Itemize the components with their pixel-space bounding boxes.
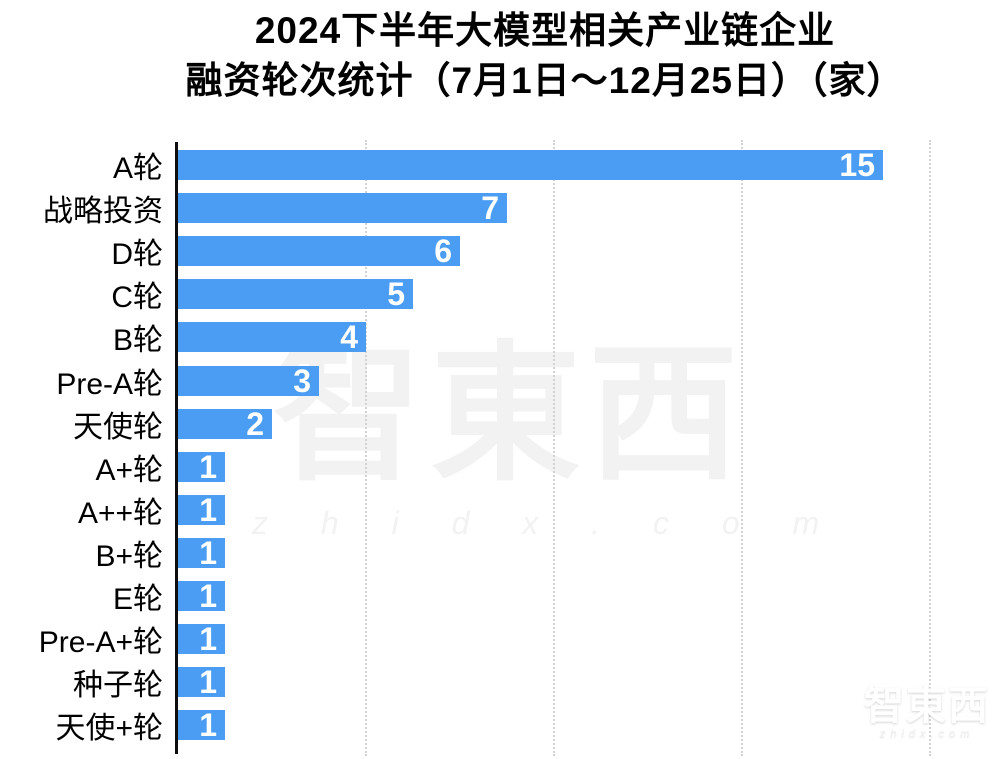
- bar: 1: [178, 621, 225, 657]
- bar: 1: [178, 707, 225, 743]
- bar-value-label: 3: [293, 363, 311, 399]
- bar: 6: [178, 233, 460, 269]
- bar-value-label: 1: [199, 578, 217, 614]
- watermark-logo-text: 智東西: [272, 330, 747, 498]
- gridline-x-4: [365, 140, 367, 756]
- bar: 3: [178, 363, 319, 399]
- gridline-x-8: [553, 140, 555, 756]
- bar: 5: [178, 276, 413, 312]
- bar: 2: [178, 406, 272, 442]
- category-label: E轮: [112, 583, 163, 616]
- bar-value-label: 1: [199, 492, 217, 528]
- bar: 1: [178, 578, 225, 614]
- gridline-x-16: [929, 140, 931, 756]
- bar: 1: [178, 535, 225, 571]
- chart-title-line1: 2024下半年大模型相关产业链企业: [254, 10, 836, 51]
- bar-value-label: 1: [199, 707, 217, 743]
- bar-value-label: 6: [434, 233, 452, 269]
- category-label: D轮: [111, 238, 163, 271]
- category-label: Pre-A轮: [56, 368, 163, 401]
- bar: 4: [178, 319, 366, 355]
- bar-value-label: 1: [199, 664, 217, 700]
- bar: 1: [178, 664, 225, 700]
- bar-value-label: 1: [199, 535, 217, 571]
- chart-title: 2024下半年大模型相关产业链企业 融资轮次统计（7月1日～12月25日）（家）: [90, 6, 1000, 106]
- bar: 1: [178, 492, 225, 528]
- category-label: A轮: [112, 152, 163, 185]
- category-label: A+轮: [95, 454, 163, 487]
- bar-value-label: 2: [246, 406, 264, 442]
- bar-value-label: 4: [340, 319, 358, 355]
- watermark-corner: 智東西 zhidx.com: [852, 684, 1000, 740]
- category-label: A++轮: [77, 497, 163, 530]
- bar-value-label: 15: [839, 147, 875, 183]
- category-label: B轮: [112, 324, 163, 357]
- category-label: 种子轮: [73, 669, 163, 702]
- watermark-corner-logo: 智東西: [864, 684, 990, 728]
- category-label: 战略投资: [43, 195, 163, 228]
- watermark-center: 智東西 z h i d x . c o m: [252, 328, 842, 542]
- bar-value-label: 5: [387, 276, 405, 312]
- watermark-corner-url: zhidx.com: [879, 728, 975, 740]
- y-axis-line: [175, 142, 178, 754]
- category-label: 天使+轮: [55, 712, 163, 745]
- bar-value-label: 1: [199, 449, 217, 485]
- watermark-url-text: z h i d x . c o m: [252, 504, 842, 541]
- chart-title-line2: 融资轮次统计（7月1日～12月25日）（家）: [185, 60, 905, 101]
- category-label: 天使轮: [73, 411, 163, 444]
- bar-value-label: 1: [199, 621, 217, 657]
- bar: 1: [178, 449, 225, 485]
- bar-value-label: 7: [481, 190, 499, 226]
- category-label: Pre-A+轮: [38, 626, 163, 659]
- gridline-x-12: [741, 140, 743, 756]
- bar: 7: [178, 190, 507, 226]
- category-label: B+轮: [95, 540, 163, 573]
- bar: 15: [178, 147, 883, 183]
- category-label: C轮: [111, 281, 163, 314]
